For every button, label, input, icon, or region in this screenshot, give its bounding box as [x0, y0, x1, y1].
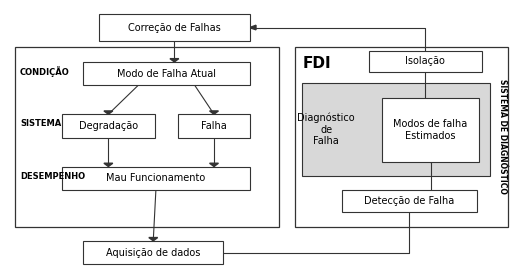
Polygon shape: [421, 68, 430, 71]
Polygon shape: [104, 111, 113, 114]
Polygon shape: [210, 111, 218, 114]
FancyBboxPatch shape: [295, 47, 509, 227]
Text: Isolação: Isolação: [405, 56, 445, 66]
FancyBboxPatch shape: [14, 47, 279, 227]
FancyBboxPatch shape: [178, 114, 250, 138]
FancyBboxPatch shape: [99, 14, 250, 41]
Text: DESEMPENHO: DESEMPENHO: [20, 172, 85, 182]
Polygon shape: [149, 237, 158, 241]
Text: Correção de Falhas: Correção de Falhas: [128, 23, 221, 33]
Text: Diagnóstico
de
Falha: Diagnóstico de Falha: [297, 113, 355, 146]
Polygon shape: [210, 163, 218, 167]
FancyBboxPatch shape: [62, 114, 155, 138]
Text: Detecção de Falha: Detecção de Falha: [364, 196, 455, 206]
Polygon shape: [426, 159, 435, 162]
Text: FDI: FDI: [303, 56, 331, 71]
Text: Falha: Falha: [201, 121, 227, 131]
Text: Modos de falha
Estimados: Modos de falha Estimados: [393, 119, 468, 141]
FancyBboxPatch shape: [83, 241, 223, 264]
Text: Modo de Falha Atual: Modo de Falha Atual: [117, 69, 216, 79]
Text: SISTEMA: SISTEMA: [20, 119, 61, 128]
FancyBboxPatch shape: [342, 190, 477, 212]
Text: Degradação: Degradação: [79, 121, 138, 131]
FancyBboxPatch shape: [382, 98, 479, 162]
Text: CONDIÇÃO: CONDIÇÃO: [20, 66, 70, 77]
Polygon shape: [405, 208, 414, 212]
FancyBboxPatch shape: [369, 51, 482, 71]
FancyBboxPatch shape: [303, 83, 490, 176]
Polygon shape: [170, 59, 179, 62]
Text: SISTEMA DE DIAGNÓSTICO: SISTEMA DE DIAGNÓSTICO: [498, 80, 507, 194]
Text: Mau Funcionamento: Mau Funcionamento: [106, 173, 205, 183]
Text: Aquisição de dados: Aquisição de dados: [106, 247, 200, 257]
Polygon shape: [250, 25, 256, 30]
FancyBboxPatch shape: [62, 167, 250, 190]
FancyBboxPatch shape: [83, 62, 250, 85]
Polygon shape: [104, 163, 113, 167]
